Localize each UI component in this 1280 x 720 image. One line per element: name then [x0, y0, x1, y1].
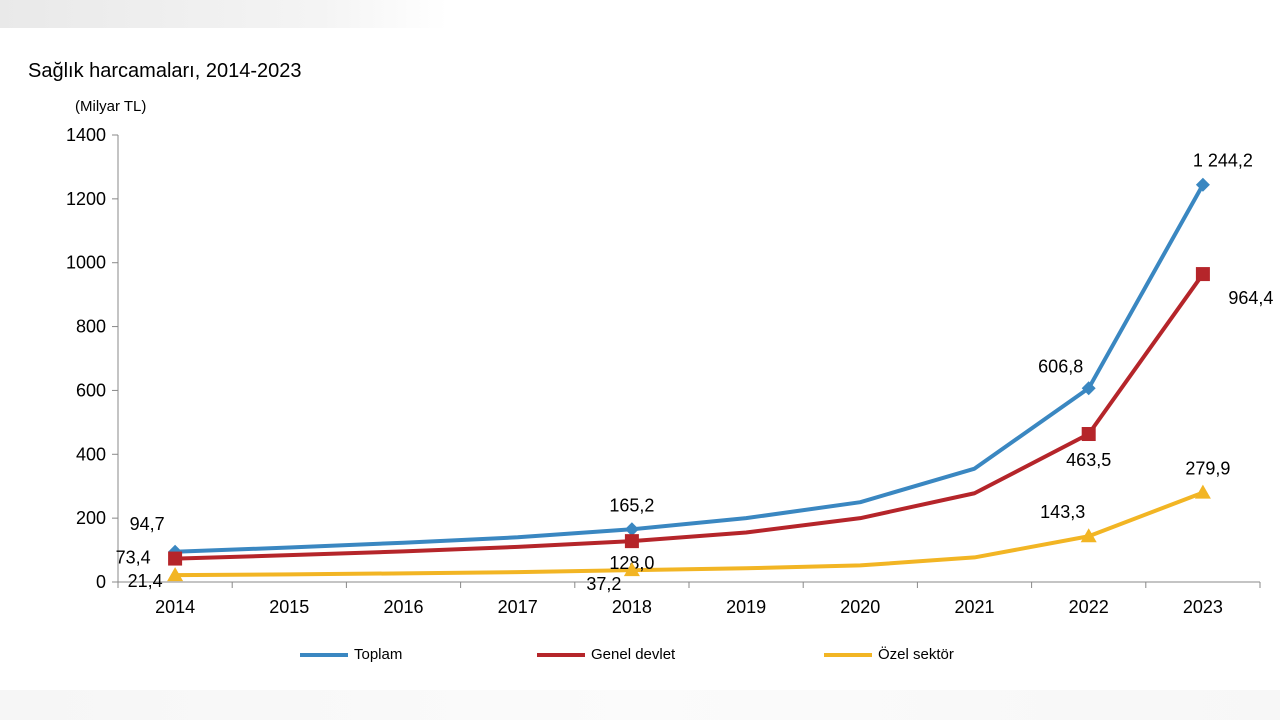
data-label: 37,2 [586, 574, 621, 594]
legend-item-genel-devlet: Genel devlet [537, 646, 675, 663]
y-tick-label: 0 [96, 572, 106, 592]
data-label: 1 244,2 [1193, 151, 1253, 171]
data-point-marker [1081, 427, 1096, 442]
chart-title: Sağlık harcamaları, 2014-2023 [28, 60, 302, 82]
data-label: 964,4 [1228, 288, 1273, 308]
legend-label-ozel-sektor: Özel sektör [878, 646, 954, 663]
chart-legend: Toplam Genel devlet Özel sektör [0, 646, 1280, 670]
data-point-marker [167, 567, 184, 582]
bottom-background-band [0, 690, 1280, 720]
y-tick-label: 1400 [66, 125, 106, 145]
data-label: 73,4 [116, 548, 151, 568]
data-point-marker [1194, 484, 1211, 499]
x-tick-label: 2023 [1183, 597, 1223, 617]
series-line-2 [173, 490, 1205, 578]
x-tick-label: 2022 [1069, 597, 1109, 617]
y-tick-label: 400 [76, 444, 106, 464]
data-point-marker [168, 551, 183, 566]
x-tick-label: 2021 [954, 597, 994, 617]
x-tick-label: 2019 [726, 597, 766, 617]
y-tick-label: 1000 [66, 253, 106, 273]
data-label: 143,3 [1040, 502, 1085, 522]
data-point-marker [624, 534, 639, 549]
data-point-marker [1195, 177, 1210, 192]
x-tick-label: 2015 [269, 597, 309, 617]
y-tick-label: 800 [76, 317, 106, 337]
series-line-1 [173, 272, 1205, 561]
y-tick-label: 200 [76, 508, 106, 528]
data-label: 165,2 [609, 495, 654, 515]
data-label: 606,8 [1038, 356, 1083, 376]
legend-swatch-genel-devlet [537, 652, 585, 657]
x-tick-label: 2020 [840, 597, 880, 617]
x-tick-label: 2016 [383, 597, 423, 617]
y-tick-label: 1200 [66, 189, 106, 209]
legend-item-ozel-sektor: Özel sektör [824, 646, 954, 663]
y-tick-label: 600 [76, 380, 106, 400]
x-tick-label: 2018 [612, 597, 652, 617]
data-label: 94,7 [130, 514, 165, 534]
data-point-marker [1195, 267, 1210, 282]
legend-label-toplam: Toplam [354, 646, 403, 663]
x-tick-label: 2014 [155, 597, 195, 617]
data-label: 279,9 [1185, 459, 1230, 479]
data-point-marker [1081, 381, 1096, 396]
legend-swatch-ozel-sektor [824, 652, 872, 657]
x-tick-label: 2017 [498, 597, 538, 617]
data-point-marker [624, 522, 639, 537]
y-axis-unit-label: (Milyar TL) [75, 98, 147, 115]
series-line-0 [173, 182, 1205, 554]
data-label: 21,4 [128, 571, 163, 591]
legend-label-genel-devlet: Genel devlet [591, 646, 676, 663]
data-point-marker [1080, 528, 1097, 543]
data-label: 463,5 [1066, 450, 1111, 470]
legend-swatch-toplam [300, 652, 348, 657]
top-background-band [0, 0, 1280, 28]
data-point-marker [623, 562, 640, 577]
legend-item-toplam: Toplam [300, 646, 402, 663]
